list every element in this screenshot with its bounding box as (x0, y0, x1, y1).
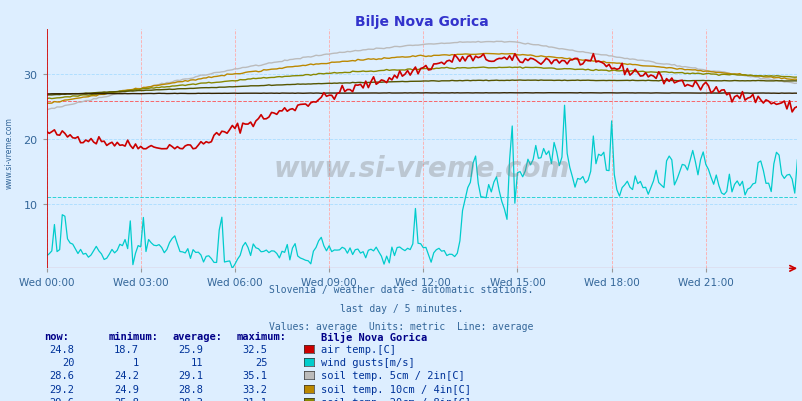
Text: 25: 25 (254, 357, 267, 367)
Text: last day / 5 minutes.: last day / 5 minutes. (339, 303, 463, 313)
Text: 25.9: 25.9 (178, 344, 203, 354)
Text: 18.7: 18.7 (114, 344, 139, 354)
Text: average:: average: (172, 331, 222, 341)
Text: 24.2: 24.2 (114, 371, 139, 381)
Text: 31.1: 31.1 (242, 397, 267, 401)
Text: Bilje Nova Gorica: Bilje Nova Gorica (321, 331, 427, 342)
Text: 24.9: 24.9 (114, 384, 139, 394)
Text: air temp.[C]: air temp.[C] (321, 344, 395, 354)
Text: 20: 20 (62, 357, 75, 367)
Text: 28.6: 28.6 (50, 371, 75, 381)
Text: 29.2: 29.2 (50, 384, 75, 394)
Text: 28.8: 28.8 (178, 384, 203, 394)
Text: Slovenia / weather data - automatic stations.: Slovenia / weather data - automatic stat… (269, 285, 533, 295)
Text: 28.3: 28.3 (178, 397, 203, 401)
Text: soil temp. 5cm / 2in[C]: soil temp. 5cm / 2in[C] (321, 371, 464, 381)
Text: maximum:: maximum: (237, 331, 286, 341)
Text: wind gusts[m/s]: wind gusts[m/s] (321, 357, 415, 367)
Text: Values: average  Units: metric  Line: average: Values: average Units: metric Line: aver… (269, 321, 533, 331)
Text: soil temp. 10cm / 4in[C]: soil temp. 10cm / 4in[C] (321, 384, 471, 394)
Text: now:: now: (44, 331, 69, 341)
Text: 1: 1 (132, 357, 139, 367)
Text: 29.6: 29.6 (50, 397, 75, 401)
Text: 29.1: 29.1 (178, 371, 203, 381)
Text: 35.1: 35.1 (242, 371, 267, 381)
Text: www.si-vreme.com: www.si-vreme.com (273, 154, 569, 182)
Text: www.si-vreme.com: www.si-vreme.com (5, 117, 14, 188)
Text: soil temp. 20cm / 8in[C]: soil temp. 20cm / 8in[C] (321, 397, 471, 401)
Text: 33.2: 33.2 (242, 384, 267, 394)
Text: 25.8: 25.8 (114, 397, 139, 401)
Text: minimum:: minimum: (108, 331, 158, 341)
Text: 11: 11 (190, 357, 203, 367)
Text: 24.8: 24.8 (50, 344, 75, 354)
Title: Bilje Nova Gorica: Bilje Nova Gorica (354, 15, 488, 29)
Text: 32.5: 32.5 (242, 344, 267, 354)
